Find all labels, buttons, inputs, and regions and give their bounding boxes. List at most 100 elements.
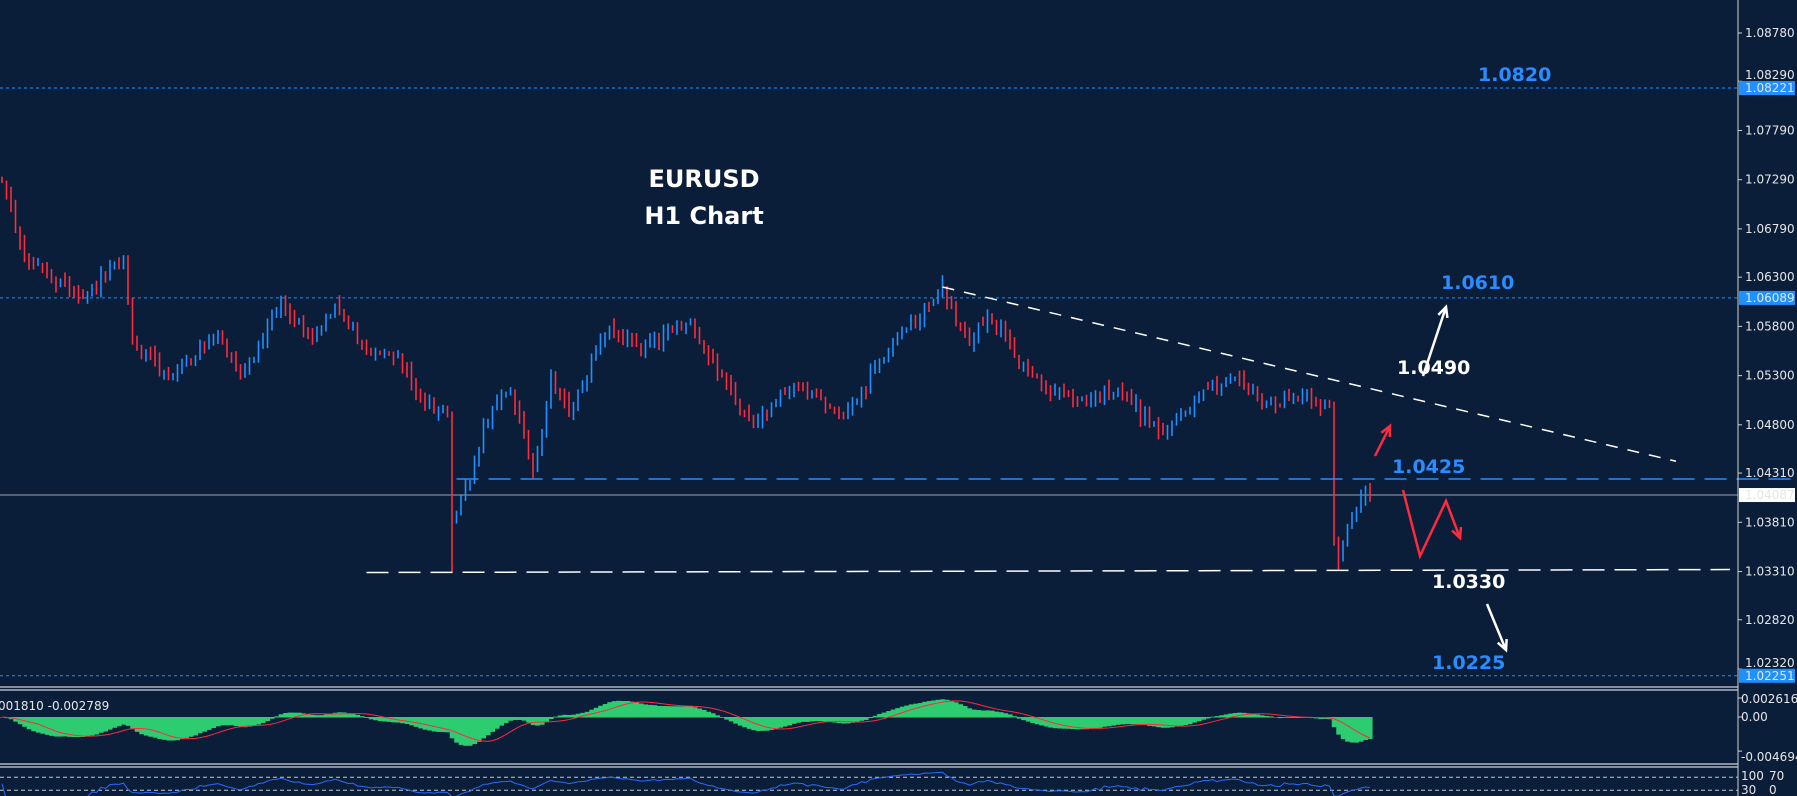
macd-axis-label: 0.00 — [1741, 710, 1768, 724]
macd-histogram-bar — [940, 699, 946, 718]
macd-histogram-bar — [1147, 717, 1153, 726]
macd-histogram-bar — [692, 707, 698, 718]
macd-histogram-bar — [625, 701, 631, 718]
macd-histogram-bar — [980, 710, 986, 718]
macd-histogram-bar — [337, 712, 343, 718]
macd-histogram-bar — [562, 714, 568, 718]
macd-histogram-bar — [1268, 716, 1274, 718]
axis-tick-label: 1.07790 — [1745, 123, 1795, 137]
macd-histogram-bar — [1156, 717, 1162, 728]
macd-histogram-bar — [1133, 717, 1139, 725]
macd-histogram-bar — [1030, 717, 1036, 724]
macd-histogram-bar — [746, 717, 752, 729]
macd-histogram-bar — [877, 714, 883, 718]
level-label: 1.0820 — [1478, 64, 1551, 86]
macd-histogram-bar — [926, 701, 932, 718]
macd-histogram-bar — [431, 717, 437, 732]
macd-histogram-bar — [314, 715, 320, 718]
macd-signal-line — [1, 700, 1371, 742]
macd-histogram-bar — [539, 717, 545, 725]
macd-histogram-bar — [976, 710, 982, 718]
macd-histogram-bar — [1174, 717, 1180, 727]
macd-histogram-bar — [913, 703, 919, 718]
macd-histogram-bar — [373, 717, 379, 721]
macd-histogram-bar — [715, 715, 721, 718]
macd-histogram-bar — [1295, 717, 1301, 718]
breakout-arrow-icon-head — [1380, 423, 1392, 438]
macd-histogram-bar — [526, 717, 532, 723]
macd-histogram-bar — [989, 710, 995, 718]
macd-histogram-bar — [742, 717, 748, 728]
macd-histogram-bar — [512, 717, 518, 721]
macd-histogram-bar — [1111, 717, 1117, 726]
macd-histogram-bar — [422, 717, 428, 730]
macd-histogram-bar — [1187, 717, 1193, 725]
macd-histogram-bar — [1178, 717, 1184, 726]
macd-histogram-bar — [242, 717, 248, 728]
macd-histogram-bar — [1039, 717, 1045, 726]
macd-histogram-bar — [580, 712, 586, 718]
price-label: 1.06089 — [1745, 291, 1795, 305]
macd-histogram-bar — [697, 708, 703, 718]
macd-histogram-bar — [17, 717, 23, 725]
macd-histogram-bar — [409, 717, 415, 726]
macd-histogram-bar — [1205, 717, 1211, 719]
macd-histogram-bar — [418, 717, 424, 729]
macd-histogram-bar — [1016, 717, 1022, 719]
price-label-box — [1739, 290, 1795, 305]
macd-histogram-bar — [1012, 716, 1018, 718]
axis-tick-label: 1.07290 — [1745, 173, 1795, 187]
macd-histogram-bar — [274, 716, 280, 718]
macd-histogram-bar — [184, 717, 190, 738]
macd-histogram-bar — [854, 717, 860, 723]
macd-histogram-bar — [728, 717, 734, 722]
forecast-arrows — [1373, 304, 1508, 653]
macd-histogram-bar — [881, 712, 887, 718]
macd-histogram-bar — [544, 717, 550, 723]
macd-histogram-bar — [1007, 714, 1013, 718]
macd-histogram-bar — [1363, 717, 1369, 741]
price-label: 1.08221 — [1745, 81, 1795, 95]
macd-histogram-bar — [494, 717, 500, 729]
macd-histogram-bar — [13, 717, 19, 722]
macd-histogram-bar — [476, 717, 482, 742]
bearish-target-arrow-icon — [1485, 603, 1508, 651]
macd-histogram-bar — [917, 703, 923, 718]
macd-histogram-bar — [215, 717, 221, 727]
macd-histogram-bar — [188, 717, 194, 737]
oscillator-axis-label: 100 — [1741, 769, 1764, 783]
macd-histogram-bar — [1070, 717, 1076, 730]
macd-histogram-bar — [1102, 717, 1108, 727]
macd-histogram-bar — [499, 717, 505, 726]
macd-histogram-bar — [1354, 717, 1360, 743]
breakout-arrow-icon — [1373, 425, 1392, 457]
macd-histogram-bar — [1052, 717, 1058, 729]
chart-title: EURUSD — [648, 165, 759, 193]
macd-histogram-bar — [530, 717, 536, 725]
macd-histogram-bar — [620, 700, 626, 718]
macd-values-label: 001810 -0.002789 — [0, 699, 109, 713]
axis-tick-label: 1.02320 — [1745, 656, 1795, 670]
macd-histogram-bar — [319, 715, 325, 718]
macd-histogram-bar — [1169, 717, 1175, 728]
trendlines — [366, 286, 1797, 574]
macd-histogram-bar — [1115, 717, 1121, 725]
macd-histogram-bar — [211, 717, 217, 729]
macd-histogram-bar — [1079, 717, 1085, 730]
macd-histogram-bar — [769, 717, 775, 730]
macd-histogram-bar — [206, 717, 212, 730]
macd-histogram-bar — [566, 715, 572, 718]
bearish-target-arrow-icon-head — [1496, 638, 1508, 653]
macd-histogram-bar — [1003, 713, 1009, 718]
macd-histogram-bar — [31, 717, 37, 732]
macd-histogram-bar — [859, 717, 865, 721]
macd-histogram-bar — [607, 702, 613, 718]
macd-histogram-bar — [26, 717, 32, 730]
macd-histogram-bar — [413, 717, 419, 727]
macd-histogram-bar — [364, 717, 370, 718]
level-annotations: 1.0820 1.0610 1.0490 1.0425 1.0330 1.0225 — [1392, 64, 1551, 674]
macd-histogram-bar — [629, 701, 635, 718]
macd-histogram-bar — [220, 717, 226, 726]
price-axis[interactable]: 1.08780 1.08290 1.07790 1.07290 1.06790 1.063… — [1738, 26, 1795, 683]
